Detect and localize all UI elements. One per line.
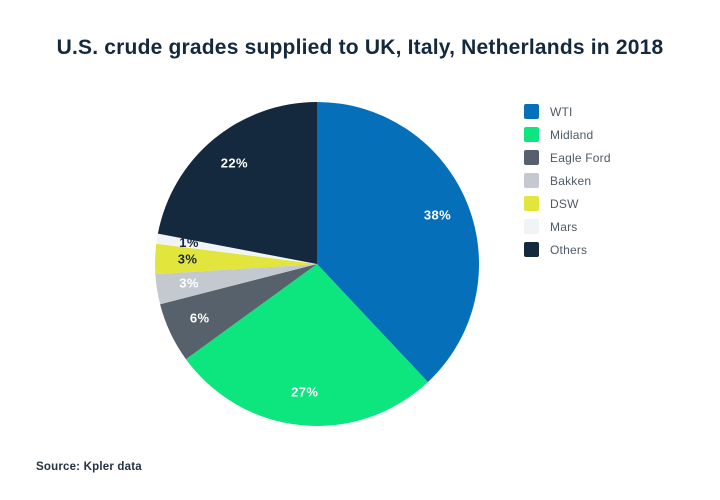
legend-swatch-icon: [524, 127, 539, 142]
pie-slice-label-bakken: 3%: [179, 276, 199, 291]
legend-item-mars: Mars: [524, 215, 611, 238]
pie-slice-label-eagle-ford: 6%: [190, 311, 210, 326]
legend-item-wti: WTI: [524, 100, 611, 123]
pie-slice-dsw: [155, 243, 317, 275]
pie-slice-wti: [317, 102, 480, 383]
legend: WTI Midland Eagle Ford Bakken DSW Mars Others: [524, 100, 611, 261]
legend-swatch-icon: [524, 150, 539, 165]
legend-label: Eagle Ford: [550, 150, 611, 165]
legend-swatch-icon: [524, 104, 539, 119]
legend-swatch-icon: [524, 196, 539, 211]
legend-label: Bakken: [550, 173, 592, 188]
legend-item-bakken: Bakken: [524, 169, 611, 192]
legend-label: Midland: [550, 127, 594, 142]
legend-item-others: Others: [524, 238, 611, 261]
pie-slice-mars: [156, 233, 317, 264]
legend-label: DSW: [550, 196, 579, 211]
source-note: Source: Kpler data: [36, 461, 142, 473]
legend-item-eagle-ford: Eagle Ford: [524, 146, 611, 169]
legend-item-midland: Midland: [524, 123, 611, 146]
pie-slice-label-dsw: 3%: [178, 251, 198, 266]
legend-swatch-icon: [524, 219, 539, 234]
legend-label: Others: [550, 242, 588, 257]
pie-slice-bakken: [155, 264, 317, 305]
pie-slice-label-midland: 27%: [291, 384, 318, 399]
legend-swatch-icon: [524, 242, 539, 257]
legend-label: WTI: [550, 104, 573, 119]
legend-item-dsw: DSW: [524, 192, 611, 215]
pie-slice-label-wti: 38%: [424, 208, 451, 223]
pie-slice-eagle-ford: [160, 264, 317, 360]
chart-title: U.S. crude grades supplied to UK, Italy,…: [56, 36, 664, 59]
pie-slice-midland: [185, 264, 428, 426]
pie-slice-label-others: 22%: [221, 156, 248, 171]
pie-slice-others: [157, 102, 317, 264]
legend-swatch-icon: [524, 173, 539, 188]
legend-label: Mars: [550, 219, 578, 234]
